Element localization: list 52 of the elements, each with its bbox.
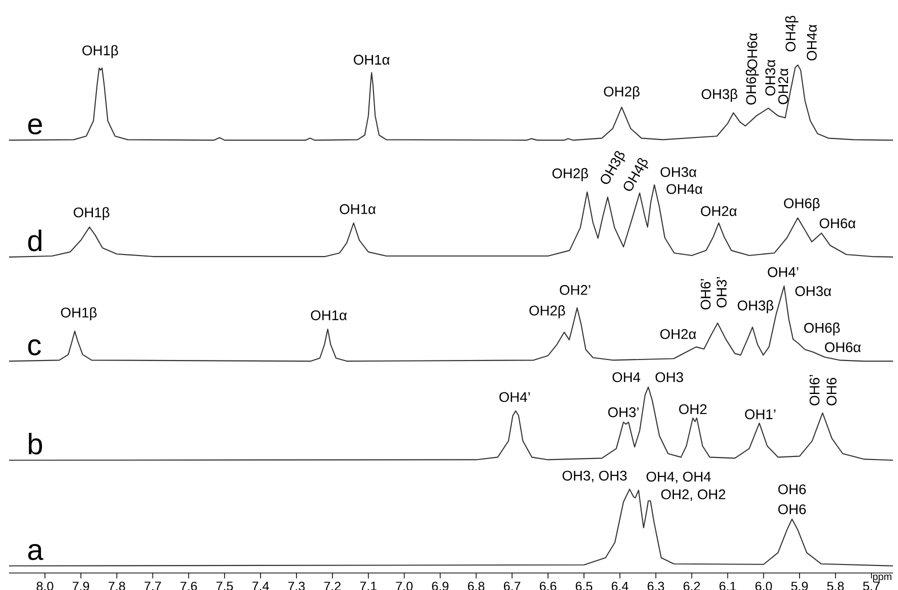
annotation: OH4α xyxy=(666,184,702,194)
series-label: d xyxy=(28,230,42,252)
annotation: OH6 xyxy=(826,378,837,406)
annotation: OH3β xyxy=(738,300,774,314)
annotation: OH3α xyxy=(765,60,776,96)
annotation: OH3’ xyxy=(716,277,727,308)
annotation: OH1α xyxy=(354,54,390,65)
annotation: OH6’ xyxy=(810,375,820,406)
annotation: OH6 xyxy=(778,484,806,494)
annotation: OH3α xyxy=(660,167,696,177)
series-label: a xyxy=(28,544,44,560)
series-label: c xyxy=(28,339,41,356)
annotation: OH2α xyxy=(778,68,788,104)
annotation: OH2α xyxy=(700,206,737,216)
annotation: OH2, OH2 xyxy=(661,489,726,501)
annotation: OH4β xyxy=(785,16,798,52)
series-label: b xyxy=(28,432,42,454)
annotation: OH2’ xyxy=(560,285,590,295)
annotation: OH6α xyxy=(820,218,856,228)
x-tick-label: 7.1 xyxy=(360,582,377,590)
annotation: OH6α xyxy=(824,342,861,352)
annotation: OH4, OH4 xyxy=(646,472,711,484)
annotation: OH1β xyxy=(61,307,97,320)
annotation: OH1β xyxy=(82,45,118,58)
annotation: OH2α xyxy=(660,329,696,340)
annotation: OH2 xyxy=(679,404,707,414)
annotation: OH6β xyxy=(746,68,759,105)
annotation: OH4 xyxy=(612,372,640,382)
annotation: OH4’ xyxy=(768,267,798,278)
annotation: OH3’ xyxy=(608,407,639,418)
annotation: OH4’ xyxy=(499,392,530,402)
annotation: OH6 xyxy=(778,504,806,514)
annotation: OH4α xyxy=(806,24,817,60)
annotation: OH6β xyxy=(804,322,840,336)
x-axis-title: ppm xyxy=(873,574,892,582)
annotation: OH6’ xyxy=(700,279,711,310)
annotation: OH2β xyxy=(604,86,640,100)
annotation: OH6α xyxy=(747,33,758,69)
annotation: OH1α xyxy=(340,204,376,214)
x-tick-label: 7.7 xyxy=(144,582,161,590)
annotation: OH1’ xyxy=(745,409,776,420)
annotation: OH3, OH3 xyxy=(562,470,627,482)
annotation: OH1β xyxy=(74,207,110,220)
annotation: OH3β xyxy=(702,88,738,102)
annotation: OH2β xyxy=(552,168,588,182)
annotation: OH1α xyxy=(310,310,347,320)
annotation: OH3 xyxy=(656,372,684,382)
annotation: OH3α xyxy=(795,286,832,296)
annotation: OH6β xyxy=(784,198,820,211)
x-tick-label: 7.4 xyxy=(252,582,269,590)
series-label: e xyxy=(28,118,42,134)
annotation: OH2β xyxy=(529,305,566,318)
